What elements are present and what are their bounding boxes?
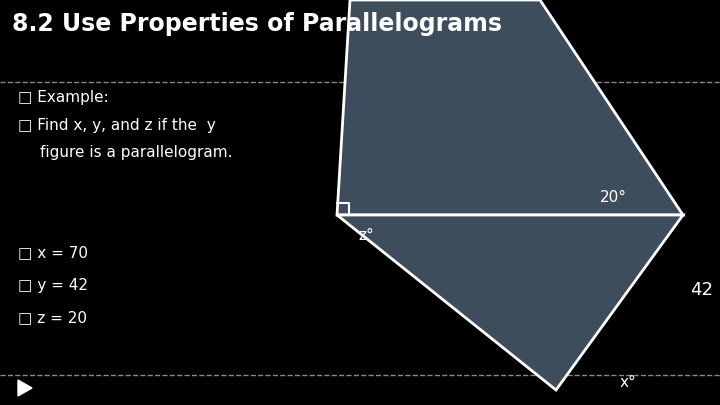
Text: x°: x° (620, 375, 636, 390)
Text: 20°: 20° (600, 190, 627, 205)
Polygon shape (337, 215, 683, 390)
Text: □ y = 42: □ y = 42 (18, 278, 88, 293)
Text: □ Find x, y, and z if the  y: □ Find x, y, and z if the y (18, 118, 216, 133)
Text: □ Example:: □ Example: (18, 90, 109, 105)
Polygon shape (337, 0, 683, 215)
Text: z°: z° (358, 228, 374, 243)
Text: □ x = 70: □ x = 70 (18, 245, 88, 260)
Text: 42: 42 (690, 281, 713, 299)
Polygon shape (18, 380, 32, 396)
Text: □ z = 20: □ z = 20 (18, 310, 87, 325)
Text: 8.2 Use Properties of Parallelograms: 8.2 Use Properties of Parallelograms (12, 12, 502, 36)
Text: figure is a parallelogram.: figure is a parallelogram. (40, 145, 233, 160)
